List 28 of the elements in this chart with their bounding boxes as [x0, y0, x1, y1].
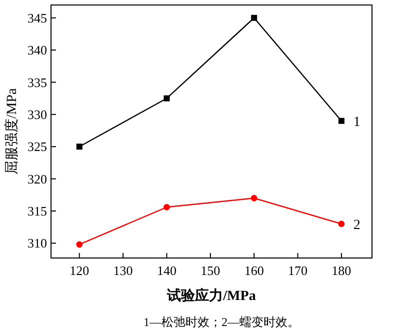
y-tick-label: 310: [28, 236, 47, 251]
x-axis-title: 试验应力/MPa: [166, 287, 256, 304]
point: [251, 14, 258, 21]
x-tick-label: 120: [70, 263, 90, 278]
series-label: 1: [353, 114, 360, 130]
y-axis-title: 屈服强度/MPa: [4, 88, 20, 175]
point: [76, 241, 83, 248]
y-tick-label: 330: [28, 106, 47, 122]
x-tick-label: 160: [244, 263, 264, 278]
x-tick-label: 180: [332, 263, 352, 278]
point: [338, 118, 344, 124]
y-tick-label: 320: [28, 171, 47, 186]
y-tick-label: 325: [28, 139, 47, 154]
y-tick-label: 335: [28, 74, 47, 90]
y-tick-label: 340: [28, 42, 47, 58]
point: [338, 220, 345, 228]
point: [164, 95, 170, 102]
x-tick-label: 140: [156, 263, 176, 278]
x-tick-label: 170: [288, 263, 308, 278]
series-label: 2: [353, 218, 360, 233]
text: 1—松弛时效；2—蠕变时效。: [144, 315, 300, 329]
y-tick-label: 345: [28, 10, 47, 26]
point: [250, 194, 258, 202]
y-tick-label: 315: [28, 204, 47, 219]
x-tick-label: 150: [200, 263, 220, 278]
point: [76, 144, 82, 150]
point: [164, 204, 170, 210]
x-tick-label: 130: [113, 263, 133, 278]
